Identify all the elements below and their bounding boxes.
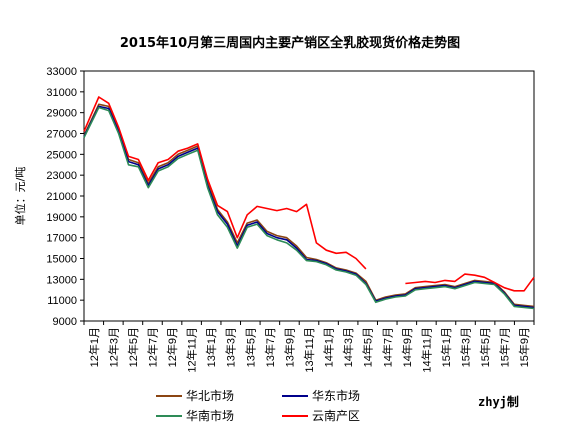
chart-title: 2015年10月第三周国内主要产销区全乳胶现货价格走势图 [120, 35, 460, 51]
y-tick-label: 23000 [46, 170, 77, 182]
x-tick-label: 13年11月 [302, 327, 316, 373]
x-tick-label: 13年7月 [263, 327, 277, 367]
x-tick-label: 14年3月 [341, 327, 355, 367]
series-line-2 [83, 105, 535, 309]
series-lines [83, 96, 535, 310]
series-line-3 [83, 106, 535, 310]
y-axis-label: 单位：元/吨 [13, 167, 27, 226]
y-tick-label: 11000 [47, 295, 77, 307]
legend-label-1: 华北市场 [186, 388, 234, 403]
x-tick-label: 12年7月 [145, 327, 159, 367]
y-tick-label: 27000 [46, 129, 77, 141]
series-line-4 [83, 96, 535, 292]
y-tick-label: 25000 [46, 149, 77, 161]
x-tick-label: 14年7月 [380, 327, 394, 367]
x-tick-label: 15年9月 [517, 327, 531, 367]
x-tick-label: 15年5月 [478, 327, 492, 367]
y-tick-label: 31000 [46, 87, 77, 99]
x-tick-label: 13年3月 [224, 327, 238, 367]
y-tick-label: 9000 [53, 316, 77, 328]
x-tick-label: 13年5月 [243, 327, 257, 367]
y-tick-label: 21000 [46, 191, 77, 203]
y-tick-label: 13000 [46, 274, 77, 286]
x-tick-label: 14年1月 [322, 327, 336, 367]
y-tick-label: 19000 [46, 212, 77, 224]
x-tick-label: 12年5月 [126, 327, 140, 367]
x-tick-label: 13年1月 [204, 327, 218, 367]
credit-label: zhyj制 [478, 394, 519, 409]
legend-label-3: 华南市场 [186, 408, 234, 423]
series-line-1 [83, 103, 535, 308]
y-tick-label: 17000 [46, 233, 77, 245]
legend-label-2: 华东市场 [312, 388, 360, 403]
y-tick-label: 15000 [46, 254, 77, 266]
x-tick-label: 14年5月 [361, 327, 375, 367]
legend-label-4: 云南产区 [312, 408, 360, 423]
x-tick-label: 12年1月 [87, 327, 101, 367]
x-tick-label: 15年3月 [459, 327, 473, 367]
x-tick-label: 15年7月 [498, 327, 512, 367]
x-tick-label: 13年9月 [282, 327, 296, 367]
axes: 33000 31000 29000 27000 25000 23000 21000 19000… [46, 66, 535, 373]
x-tick-label: 15年1月 [439, 327, 453, 367]
x-tick-label: 12年3月 [106, 327, 120, 367]
y-tick-label: 29000 [46, 108, 77, 120]
x-tick-label: 14年9月 [400, 327, 414, 367]
x-tick-label: 14年11月 [419, 327, 433, 373]
x-tick-label: 12年9月 [165, 327, 179, 367]
x-tick-label: 12年11月 [185, 327, 199, 373]
y-tick-label: 33000 [46, 66, 77, 78]
